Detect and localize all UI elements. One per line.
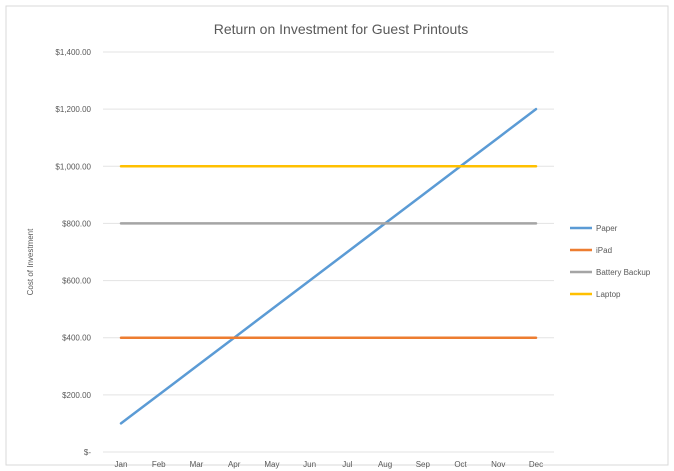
y-axis-tick-labels: $- $200.00 $400.00 $600.00 $800.00 $1,000.00 $…	[55, 48, 91, 457]
x-tick-label: Dec	[529, 460, 543, 469]
legend-label: Paper	[596, 224, 618, 233]
x-tick-label: Jun	[303, 460, 316, 469]
x-tick-label: Aug	[378, 460, 392, 469]
y-tick-label: $1,200.00	[55, 105, 91, 114]
legend: Paper iPad Battery Backup Laptop	[570, 224, 651, 299]
y-tick-label: $800.00	[62, 219, 91, 228]
y-tick-label: $1,400.00	[55, 48, 91, 57]
x-tick-label: Jan	[115, 460, 128, 469]
series-line-paper	[119, 107, 538, 425]
y-tick-label: $400.00	[62, 334, 91, 343]
x-axis-tick-labels: Jan Feb Mar Apr May Jun Jul Aug Sep Oct Nov Dec	[115, 460, 544, 469]
x-tick-label: Mar	[190, 460, 204, 469]
legend-label: Battery Backup	[596, 268, 651, 277]
x-tick-label: Nov	[491, 460, 505, 469]
x-tick-label: Apr	[228, 460, 241, 469]
x-tick-label: May	[264, 460, 279, 469]
legend-label: Laptop	[596, 290, 621, 299]
x-tick-label: Sep	[416, 460, 431, 469]
chart-area-border	[5, 5, 669, 466]
y-tick-label: $600.00	[62, 277, 91, 286]
legend-label: iPad	[596, 246, 612, 255]
y-tick-label: $200.00	[62, 391, 91, 400]
x-tick-label: Oct	[454, 460, 467, 469]
chart-title: Return on Investment for Guest Printouts	[214, 21, 468, 37]
y-tick-label: $-	[84, 448, 91, 457]
series-lines	[119, 107, 538, 425]
x-tick-label: Feb	[152, 460, 166, 469]
x-tick-label: Jul	[342, 460, 352, 469]
y-tick-label: $1,000.00	[55, 162, 91, 171]
y-axis-title: Cost of Investment	[26, 228, 35, 295]
